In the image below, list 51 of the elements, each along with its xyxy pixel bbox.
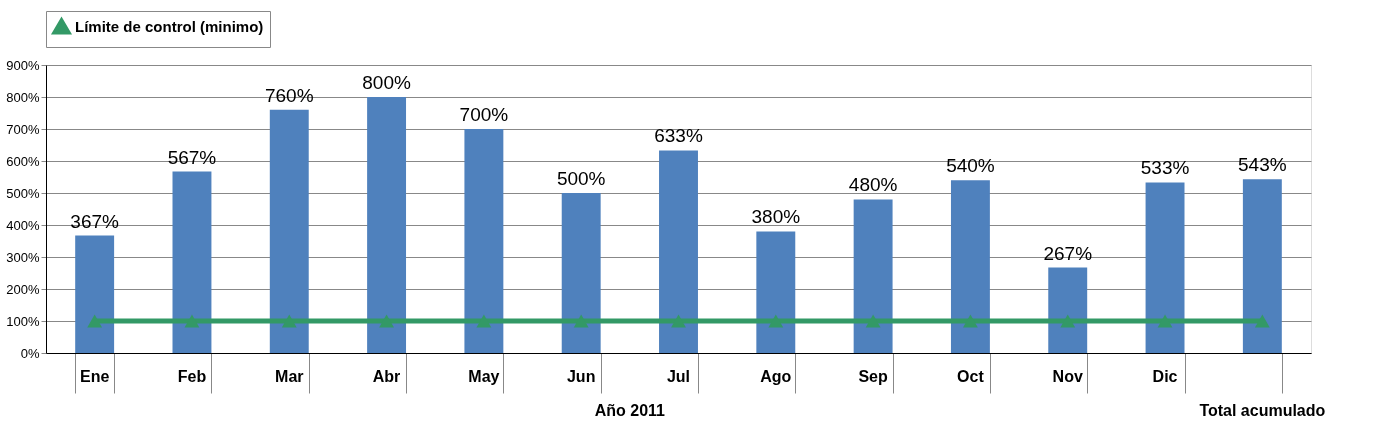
x-tick-label: Ene: [79, 368, 110, 385]
y-tick-label: 600%: [6, 153, 40, 169]
data-label: 380%: [751, 206, 801, 228]
data-label: 367%: [70, 210, 120, 232]
bar: [1242, 179, 1282, 353]
data-label: 760%: [264, 84, 314, 106]
y-tick-label: 400%: [6, 217, 40, 233]
y-tick-label: 700%: [6, 121, 40, 137]
bar: [853, 199, 893, 353]
bar: [659, 150, 698, 353]
data-label: 633%: [654, 125, 703, 147]
bar: [950, 180, 990, 353]
x-tick-label: Dic: [1152, 368, 1178, 385]
bar: [756, 231, 796, 353]
data-label: 700%: [459, 104, 509, 125]
x-tick-label: Abr: [372, 368, 401, 385]
bar: [172, 171, 212, 353]
data-label: 800%: [362, 72, 411, 93]
bar: [367, 97, 407, 353]
text: Total acumulado: [1199, 402, 1326, 419]
text: Año 2011: [594, 402, 666, 419]
bar: [75, 235, 115, 353]
x-tick-label: Nov: [1052, 368, 1083, 385]
y-tick-label: 500%: [6, 185, 40, 201]
bar: [1145, 182, 1185, 353]
x-tick-label: Sep: [858, 368, 889, 385]
y-tick-label: 800%: [6, 89, 40, 105]
data-label: 567%: [167, 146, 217, 168]
data-label: 267%: [1043, 242, 1093, 264]
data-label: 543%: [1238, 154, 1287, 176]
x-tick-label: Mar: [275, 368, 304, 385]
y-tick-label: 300%: [6, 249, 40, 265]
bar: [269, 109, 309, 353]
x-tick-label: Ago: [760, 368, 792, 385]
y-tick-label: 100%: [6, 313, 40, 329]
bar: [561, 193, 601, 353]
bar: [1048, 267, 1088, 353]
data-label: 533%: [1140, 157, 1190, 179]
x-tick-label: May: [468, 368, 500, 385]
x-tick-label: Feb: [177, 368, 207, 385]
bar: [464, 129, 504, 353]
x-tick-label: Oct: [957, 368, 985, 385]
y-tick-label: 0%: [20, 345, 40, 361]
y-tick-label: 900%: [6, 57, 40, 73]
data-label: 480%: [848, 174, 898, 196]
x-tick-label: Jun: [566, 368, 596, 385]
data-label: 500%: [556, 168, 606, 189]
data-label: 540%: [946, 155, 995, 177]
x-tick-label: Jul: [666, 368, 691, 385]
y-tick-label: 200%: [6, 281, 40, 297]
legend-label: Límite de control (minimo): [75, 17, 264, 35]
